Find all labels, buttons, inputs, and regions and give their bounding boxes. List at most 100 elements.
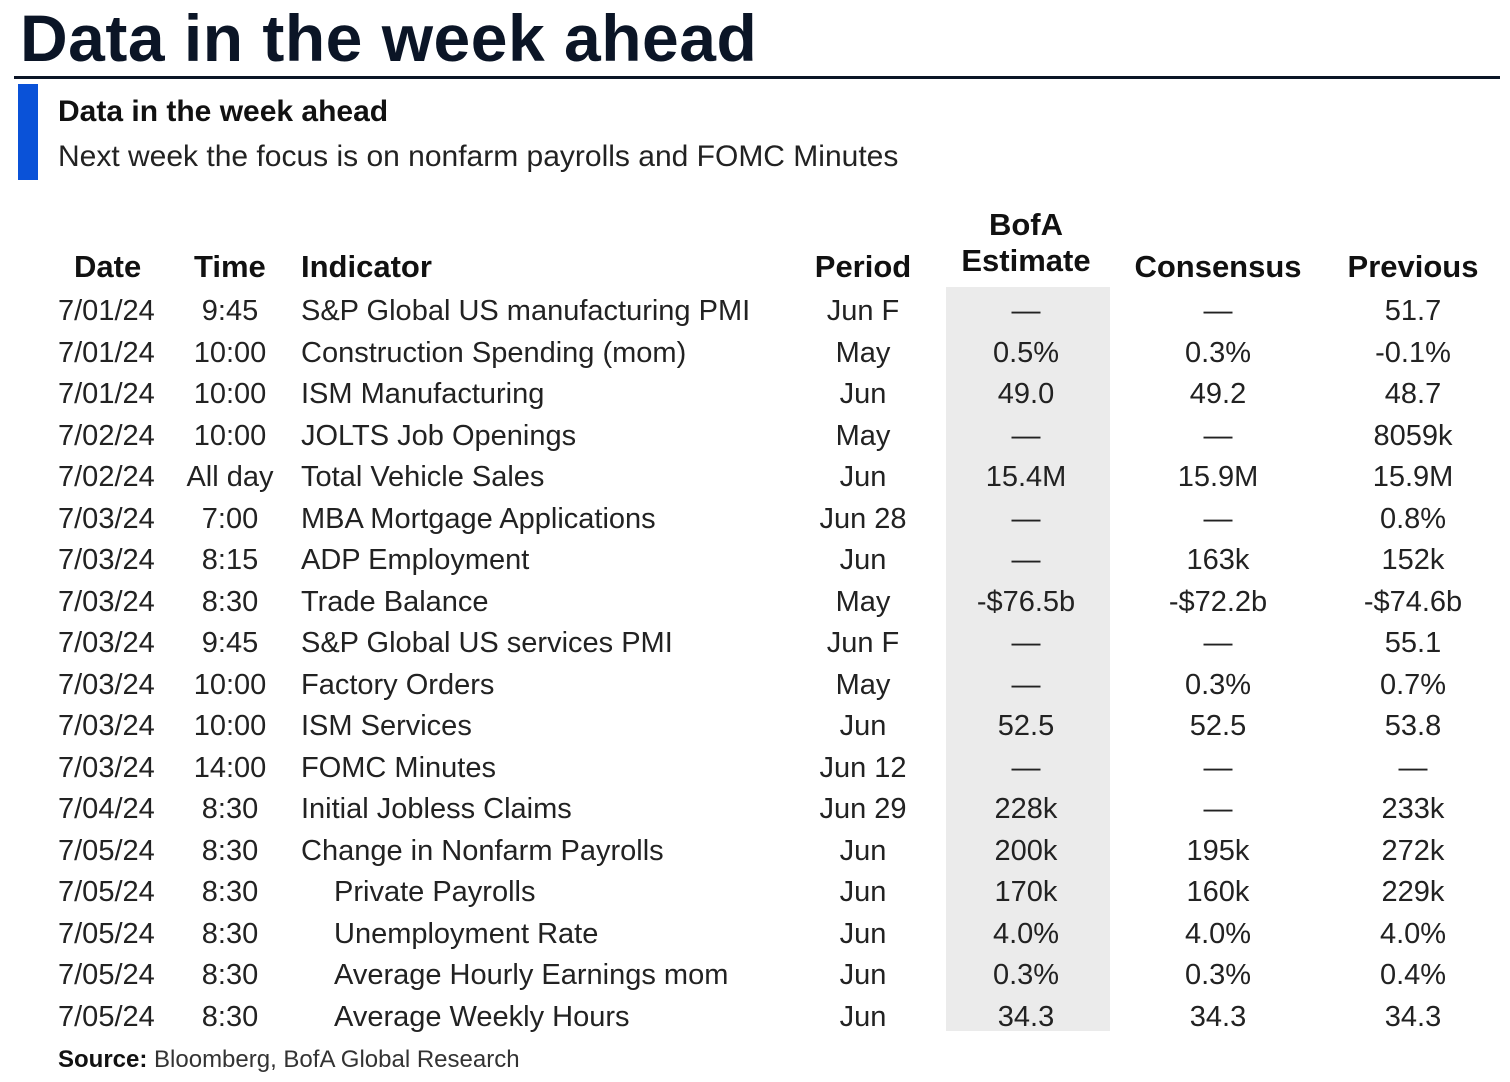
cell-date: 7/02/24 bbox=[58, 461, 155, 493]
cell-bofa-estimate: 0.5% bbox=[992, 336, 1060, 369]
cell-time: 8:30 bbox=[201, 793, 259, 825]
cell-time: 9:45 bbox=[201, 295, 259, 327]
cell-previous: 272k bbox=[1381, 834, 1445, 867]
title-divider bbox=[14, 76, 1500, 79]
cell-previous: 0.7% bbox=[1379, 668, 1447, 701]
cell-indicator: ISM Services bbox=[301, 710, 472, 742]
cell-date: 7/03/24 bbox=[58, 668, 155, 701]
table-row: 7/02/24 10:00 JOLTS Job Openings May — — 8059k bbox=[0, 415, 1510, 457]
cell-bofa-estimate: 15.4M bbox=[985, 461, 1067, 493]
cell-indicator: ISM Manufacturing bbox=[301, 378, 545, 410]
cell-date: 7/03/24 bbox=[58, 502, 155, 535]
cell-indicator: Average Hourly Earnings mom bbox=[334, 959, 729, 991]
table-row: 7/05/24 8:30 Average Weekly Hours Jun 34.3 34… bbox=[0, 996, 1510, 1038]
cell-previous: 229k bbox=[1381, 876, 1445, 908]
cell-indicator: Average Weekly Hours bbox=[334, 1000, 630, 1033]
cell-time: 8:30 bbox=[201, 917, 259, 950]
cell-bofa-estimate: 228k bbox=[994, 793, 1058, 825]
source-note: Source: Bloomberg, BofA Global Research bbox=[58, 1046, 520, 1074]
table-row: 7/01/24 10:00 Construction Spending (mom) M… bbox=[0, 332, 1510, 374]
cell-date: 7/05/24 bbox=[58, 917, 155, 950]
cell-date: 7/03/24 bbox=[58, 585, 155, 618]
cell-indicator: Change in Nonfarm Payrolls bbox=[301, 834, 664, 867]
cell-time: 10:00 bbox=[193, 668, 267, 701]
cell-indicator: Unemployment Rate bbox=[334, 917, 599, 950]
cell-consensus: 49.2 bbox=[1189, 378, 1247, 410]
header-bofa-line2: Estimate bbox=[961, 243, 1091, 278]
cell-indicator: Initial Jobless Claims bbox=[301, 793, 572, 825]
cell-indicator: Factory Orders bbox=[301, 668, 495, 701]
cell-consensus: 4.0% bbox=[1184, 917, 1252, 950]
exhibit-title: Data in the week ahead bbox=[58, 95, 389, 128]
cell-consensus: — bbox=[1203, 793, 1233, 825]
cell-bofa-estimate: — bbox=[1011, 502, 1041, 535]
cell-period: May bbox=[835, 585, 891, 618]
cell-previous: 8059k bbox=[1373, 419, 1453, 452]
cell-bofa-estimate: -$76.5b bbox=[976, 585, 1076, 618]
cell-previous: 15.9M bbox=[1372, 461, 1454, 493]
cell-previous: 51.7 bbox=[1384, 295, 1442, 327]
cell-consensus: — bbox=[1203, 751, 1233, 784]
header-time: Time bbox=[194, 249, 266, 284]
source-label: Source: bbox=[58, 1046, 148, 1073]
cell-indicator: ADP Employment bbox=[301, 544, 530, 576]
cell-time: 8:30 bbox=[201, 1000, 259, 1033]
cell-period: May bbox=[835, 668, 891, 701]
cell-date: 7/01/24 bbox=[58, 295, 155, 327]
cell-previous: — bbox=[1398, 751, 1428, 784]
table-row: 7/05/24 8:30 Private Payrolls Jun 170k 160k 22… bbox=[0, 871, 1510, 913]
cell-previous: 0.4% bbox=[1379, 959, 1447, 991]
cell-consensus: 0.3% bbox=[1184, 959, 1252, 991]
cell-indicator: S&P Global US manufacturing PMI bbox=[301, 295, 751, 327]
cell-indicator: Construction Spending (mom) bbox=[301, 336, 687, 369]
table-row: 7/05/24 8:30 Unemployment Rate Jun 4.0% 4.0% 4… bbox=[0, 913, 1510, 955]
cell-bofa-estimate: 4.0% bbox=[992, 917, 1060, 950]
cell-time: 8:30 bbox=[201, 959, 259, 991]
cell-date: 7/05/24 bbox=[58, 834, 155, 867]
cell-bofa-estimate: 0.3% bbox=[992, 959, 1060, 991]
cell-previous: 53.8 bbox=[1384, 710, 1442, 742]
cell-consensus: -$72.2b bbox=[1168, 585, 1268, 618]
cell-period: Jun bbox=[839, 378, 887, 410]
exhibit-accent-bar bbox=[18, 84, 38, 180]
header-indicator: Indicator bbox=[301, 249, 432, 284]
cell-consensus: 34.3 bbox=[1189, 1000, 1247, 1033]
cell-previous: 34.3 bbox=[1384, 1000, 1442, 1033]
cell-indicator: FOMC Minutes bbox=[301, 751, 496, 784]
cell-bofa-estimate: — bbox=[1011, 668, 1041, 701]
cell-period: Jun bbox=[839, 1000, 887, 1033]
cell-previous: -$74.6b bbox=[1363, 585, 1463, 618]
cell-period: Jun bbox=[839, 834, 887, 867]
cell-date: 7/03/24 bbox=[58, 627, 155, 659]
table-row: 7/04/24 8:30 Initial Jobless Claims Jun 29 2… bbox=[0, 788, 1510, 830]
table-row: 7/03/24 10:00 Factory Orders May — 0.3% 0.7% bbox=[0, 664, 1510, 706]
cell-date: 7/03/24 bbox=[58, 544, 155, 576]
table-row: 7/05/24 8:30 Change in Nonfarm Payrolls Jun… bbox=[0, 830, 1510, 872]
cell-time: 10:00 bbox=[193, 419, 267, 452]
cell-previous: 0.8% bbox=[1379, 502, 1447, 535]
cell-period: May bbox=[835, 419, 891, 452]
header-consensus: Consensus bbox=[1134, 249, 1302, 284]
page-title: Data in the week ahead bbox=[20, 1, 758, 75]
cell-period: Jun bbox=[839, 544, 887, 576]
cell-date: 7/04/24 bbox=[58, 793, 155, 825]
cell-previous: 233k bbox=[1381, 793, 1445, 825]
cell-indicator: MBA Mortgage Applications bbox=[301, 502, 656, 535]
exhibit-subtitle: Next week the focus is on nonfarm payrol… bbox=[58, 140, 899, 173]
cell-bofa-estimate: — bbox=[1011, 751, 1041, 784]
table-row: 7/01/24 9:45 S&P Global US manufacturing P… bbox=[0, 290, 1510, 332]
table-row: 7/03/24 10:00 ISM Services Jun 52.5 52.5 53.8 bbox=[0, 705, 1510, 747]
cell-date: 7/03/24 bbox=[58, 710, 155, 742]
table-row: 7/03/24 7:00 MBA Mortgage Applications Jun … bbox=[0, 498, 1510, 540]
cell-date: 7/01/24 bbox=[58, 336, 155, 369]
cell-bofa-estimate: 170k bbox=[994, 876, 1058, 908]
table-row: 7/03/24 14:00 FOMC Minutes Jun 12 — — — bbox=[0, 747, 1510, 789]
cell-period: Jun 29 bbox=[819, 793, 907, 825]
header-previous: Previous bbox=[1347, 249, 1479, 284]
cell-bofa-estimate: 34.3 bbox=[997, 1000, 1055, 1033]
cell-time: 10:00 bbox=[193, 378, 267, 410]
cell-time: 8:30 bbox=[201, 876, 259, 908]
cell-period: Jun 12 bbox=[819, 751, 907, 784]
header-bofa-line1: BofA bbox=[988, 207, 1064, 242]
cell-time: 14:00 bbox=[193, 751, 267, 784]
